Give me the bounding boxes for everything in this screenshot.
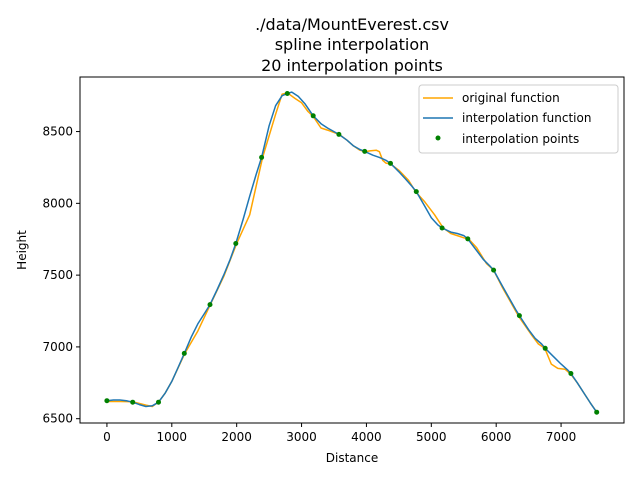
x-axis-label: Distance <box>326 451 378 465</box>
plot-area-frame <box>79 76 625 424</box>
x-axis-ticks: 0 1000 2000 3000 4000 5000 6000 7000 <box>103 423 576 444</box>
interpolation-point <box>388 160 393 166</box>
interpolation-function-line <box>106 91 598 413</box>
interpolation-point <box>181 350 187 356</box>
y-tick-label: 7000 <box>42 340 73 354</box>
interpolation-point <box>336 131 342 137</box>
interpolation-point <box>259 154 265 160</box>
interpolation-point <box>491 267 497 273</box>
y-axis-label: Height <box>15 230 29 270</box>
x-tick-label: 1000 <box>157 430 188 444</box>
interpolation-point <box>594 409 600 415</box>
interpolation-point <box>233 241 239 246</box>
interpolation-point <box>413 189 419 195</box>
x-tick-label: 4000 <box>351 430 382 444</box>
legend-label-points: interpolation points <box>462 132 579 146</box>
interpolation-point <box>516 313 522 319</box>
x-tick-label: 7000 <box>546 430 577 444</box>
interpolation-point <box>465 236 471 242</box>
x-tick-label: 0 <box>103 430 111 444</box>
interpolation-point <box>156 399 161 405</box>
interpolation-point <box>439 225 445 231</box>
legend: original function interpolation function… <box>418 84 619 154</box>
y-tick-label: 8500 <box>42 125 73 139</box>
legend-box <box>418 84 619 154</box>
chart-title-line-3: 20 interpolation points <box>261 56 443 75</box>
chart-title-line-2: spline interpolation <box>275 35 430 54</box>
interpolation-point <box>130 399 136 405</box>
interpolation-point <box>362 148 368 154</box>
interpolation-point <box>284 91 290 96</box>
y-axis-ticks: 6500 7000 7500 8000 8500 <box>42 125 80 426</box>
interpolation-point <box>310 113 316 119</box>
x-tick-label: 3000 <box>286 430 317 444</box>
interpolation-point <box>542 345 548 351</box>
y-tick-label: 7500 <box>42 268 73 282</box>
x-tick-label: 5000 <box>416 430 447 444</box>
y-tick-label: 6500 <box>42 412 73 426</box>
legend-swatch-points <box>435 135 441 141</box>
x-tick-label: 2000 <box>221 430 252 444</box>
x-tick-label: 6000 <box>481 430 512 444</box>
interpolation-point <box>104 398 110 404</box>
interpolation-point <box>568 371 574 376</box>
legend-label-original: original function <box>462 91 560 105</box>
legend-label-interpolation: interpolation function <box>462 111 591 125</box>
y-tick-label: 8000 <box>42 196 73 210</box>
interpolation-point <box>207 302 213 308</box>
chart-title-line-1: ./data/MountEverest.csv <box>255 15 449 34</box>
plot-series <box>104 91 600 415</box>
